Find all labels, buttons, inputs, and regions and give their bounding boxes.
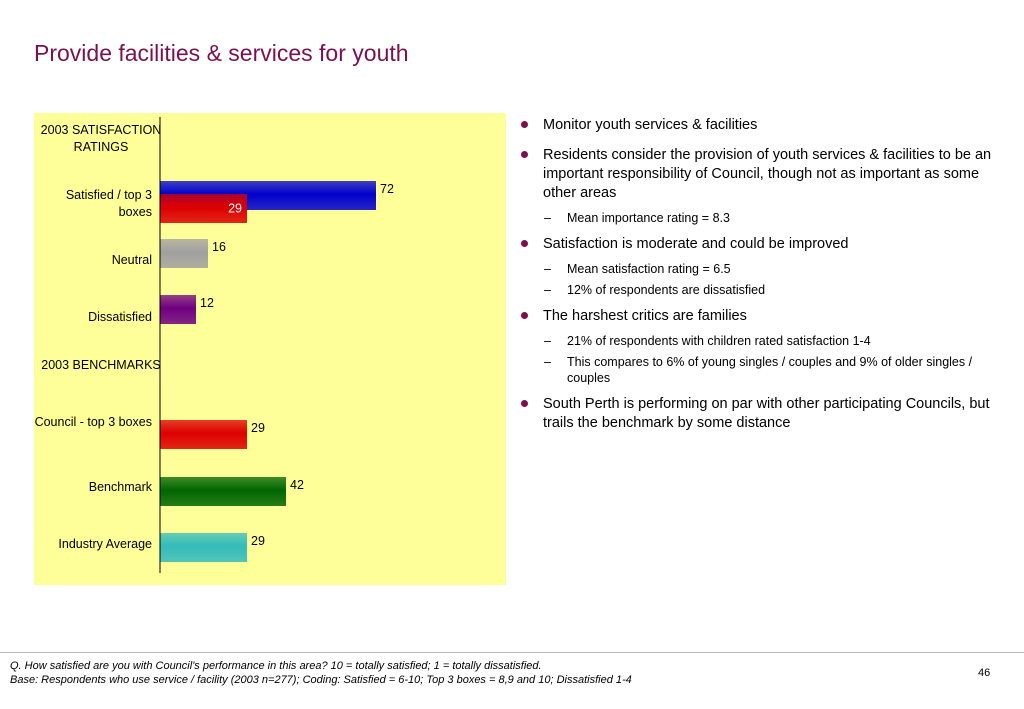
bar-chart: 72 29 16 12 29 42 29	[159, 117, 394, 573]
data-label-neutral-2: 16	[212, 240, 226, 254]
footer-notes: Q. How satisfied are you with Council's …	[10, 659, 910, 687]
bullet-text: Satisfaction is moderate and could be im…	[543, 236, 849, 252]
data-label-benchmark-5: 42	[290, 478, 304, 492]
data-label-satisfied-top-3-boxes-1: 29	[228, 202, 242, 216]
category-label-dissatisfied: Dissatisfied	[88, 310, 152, 324]
bullet-item: The harshest critics are families	[520, 307, 1000, 326]
page-number: 46	[978, 667, 991, 679]
sub-bullet-text: Mean importance rating = 8.3	[567, 211, 730, 225]
data-label-industry-average-6: 29	[251, 534, 265, 548]
bullet-item: Residents consider the provision of yout…	[520, 146, 1000, 203]
sub-bullet-item: 12% of respondents are dissatisfied	[520, 282, 1000, 298]
footer-divider	[0, 652, 1024, 653]
bullet-item: Monitor youth services & facilities	[520, 116, 1000, 135]
page-title: Provide facilities & services for youth	[34, 40, 409, 66]
bar-dissatisfied-3	[160, 295, 196, 324]
bullet-item: Satisfaction is moderate and could be im…	[520, 235, 1000, 254]
category-label-industry-average: Industry Average	[58, 537, 152, 551]
group-label-satisfaction: 2003 SATISFACTION RATINGS	[40, 123, 162, 154]
sub-bullet-text: 12% of respondents are dissatisfied	[567, 283, 766, 297]
sub-bullet-item: Mean satisfaction rating = 6.5	[520, 261, 1000, 277]
bullet-list: Monitor youth services & facilities Resi…	[520, 116, 1000, 444]
bullet-text: South Perth is performing on par with ot…	[543, 396, 990, 431]
group-label-benchmarks: 2003 BENCHMARKS	[41, 358, 161, 372]
bullet-text: Residents consider the provision of yout…	[543, 147, 992, 201]
bar-satisfied-top-3-boxes-1	[160, 194, 247, 223]
footer-question: Q. How satisfied are you with Council's …	[10, 660, 542, 672]
sub-bullet-text: 21% of respondents with children rated s…	[567, 334, 871, 348]
sub-bullet-item: 21% of respondents with children rated s…	[520, 333, 1000, 349]
sub-bullet-item: Mean importance rating = 8.3	[520, 210, 1000, 226]
data-label-satisfied-top-3-boxes-0: 72	[380, 182, 394, 196]
category-label-neutral: Neutral	[111, 253, 152, 267]
bar-benchmark-5	[160, 477, 286, 506]
chart-panel: 72 29 16 12 29 42 29 2003 SATISFACTION RATINGS…	[34, 113, 506, 585]
data-label-dissatisfied-3: 12	[200, 296, 214, 310]
bullet-text: Monitor youth services & facilities	[543, 117, 758, 133]
bar-neutral-2	[160, 239, 208, 268]
category-label-benchmark: Benchmark	[88, 480, 152, 494]
sub-bullet-text: This compares to 6% of young singles / c…	[567, 355, 973, 385]
bar-council-top-3-boxes-4	[160, 420, 247, 449]
category-label-satisfied: Satisfied / top 3 boxes	[65, 188, 152, 219]
bullet-text: The harshest critics are families	[543, 308, 747, 324]
bar-industry-average-6	[160, 533, 247, 562]
category-label-council: Council - top 3 boxes	[34, 415, 152, 429]
data-label-council-top-3-boxes-4: 29	[251, 421, 265, 435]
footer-base: Base: Respondents who use service / faci…	[10, 674, 632, 686]
sub-bullet-item: This compares to 6% of young singles / c…	[520, 354, 1000, 386]
bullet-item: South Perth is performing on par with ot…	[520, 395, 1000, 433]
sub-bullet-text: Mean satisfaction rating = 6.5	[567, 262, 731, 276]
